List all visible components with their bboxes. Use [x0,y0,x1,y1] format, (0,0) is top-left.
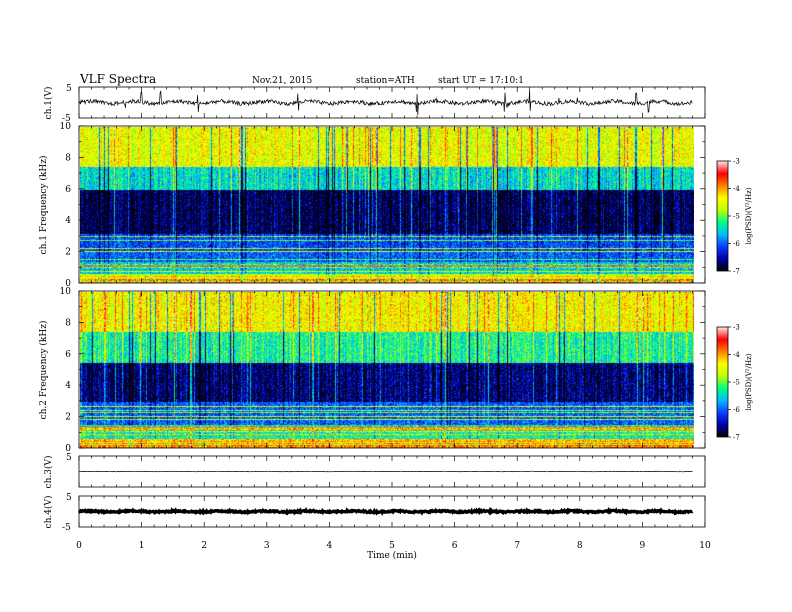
y-tick-label: 8 [65,153,71,163]
x-tick-label: 8 [577,541,583,551]
waveform-line [77,506,694,516]
x-axis-label: Time (min) [367,550,417,561]
x-axis-tick-labels: 0 1 2 3 4 5 6 7 8 9 10 [76,541,711,551]
colorbar-tick-label: -7 [733,434,740,442]
colorbar-tick-label: -4 [733,351,740,359]
date-label: Nov.21, 2015 [252,76,313,86]
ch2-spectrogram-image [80,292,694,448]
y-tick-label: 4 [65,381,71,391]
waveform-line [78,89,693,116]
colorbar-tick-label: -7 [733,268,740,276]
x-axis-ticks [78,87,706,527]
ch4-ytick-top: 5 [66,493,72,503]
colorbar-tick-label: -3 [733,324,740,332]
ch2-spectrogram-yticks: 0 2 4 6 8 10 [60,287,705,454]
y-tick-label: 10 [60,287,72,297]
y-tick-label: 4 [65,216,71,226]
colorbar-tick-label: -6 [733,240,740,248]
ch1-spec-ylabel-line1: ch.1 Frequency (kHz) [38,156,49,255]
x-tick-label: 3 [264,541,270,551]
x-tick-label: 5 [389,541,395,551]
ch4-waveform-trace [77,506,694,516]
colorbar-tick-label: -3 [733,158,740,166]
ch1-colorbar-ticks: -3 -4 -5 -6 -7 [728,158,740,276]
ch2-spec-ylabel: ch.2 Frequency (kHz) [38,321,49,420]
station-label: station=ATH [356,76,415,86]
ch2-colorbar: -3 -4 -5 -6 -7 log(PSD)(V²/Hz) [716,324,753,442]
colorbar-tick-label: -5 [733,213,740,221]
x-tick-label: 10 [699,541,711,551]
y-tick-label: 6 [65,350,71,360]
waveform-line [78,470,693,473]
y-tick-label: 8 [65,318,71,328]
ch1-spectrogram-panel: 0 2 4 6 8 10 ch.1 Frequency (kHz) [38,122,706,289]
ch1-ylabel: ch.1(V) [43,87,54,120]
ch3-waveform-trace [78,470,693,473]
colorbar-tick-label: -6 [733,406,740,414]
colorbar-tick-label: -5 [733,379,740,387]
ch1-spectrogram-image [80,127,694,283]
ch3-ytick-top: 5 [66,453,72,463]
ch1-colorbar-image [717,161,728,271]
ch1-waveform-panel: 5 -5 ch.1(V) [43,84,706,124]
y-tick-label: 10 [60,122,72,132]
ch2-spectrogram-panel: 0 2 4 6 8 10 ch.2 Frequency (kHz) [38,287,706,454]
x-tick-label: 0 [76,541,82,551]
y-tick-label: 0 [65,279,71,289]
y-tick-label: 2 [65,248,71,258]
y-tick-label: 2 [65,413,71,423]
ch2-colorbar-ticks: -3 -4 -5 -6 -7 [728,324,740,442]
start-time-label: start UT = 17:10:1 [438,76,524,86]
x-tick-label: 4 [327,541,333,551]
ch2-colorbar-image [717,327,728,437]
x-tick-label: 7 [514,541,520,551]
x-tick-label: 6 [452,541,458,551]
ch1-ytick-top: 5 [66,84,72,94]
ch3-ylabel: ch.3(V) [43,456,54,489]
colorbar-tick-label: -4 [733,185,740,193]
ch2-colorbar-label: log(PSD)(V²/Hz) [745,353,753,410]
figure-title: VLF Spectra [79,72,156,86]
ch1-waveform-trace [78,89,693,116]
ch1-colorbar-label: log(PSD)(V²/Hz) [745,187,753,244]
ch1-spectrogram-yticks: 0 2 4 6 8 10 [60,122,705,289]
x-tick-label: 9 [640,541,646,551]
ch4-ylabel: ch.4(V) [43,496,54,529]
ch1-ytick-bottom: -5 [62,114,71,124]
ch3-waveform-panel: 5 ch.3(V) [43,453,706,489]
y-tick-label: 6 [65,185,71,195]
ch4-ytick-bottom: -5 [62,523,71,533]
ch1-colorbar: -3 -4 -5 -6 -7 log(PSD)(V²/Hz) [716,158,753,276]
ch4-waveform-panel: 5 -5 ch.4(V) [43,493,706,533]
x-tick-label: 1 [139,541,145,551]
y-tick-label: 0 [65,444,71,454]
x-tick-label: 2 [201,541,207,551]
